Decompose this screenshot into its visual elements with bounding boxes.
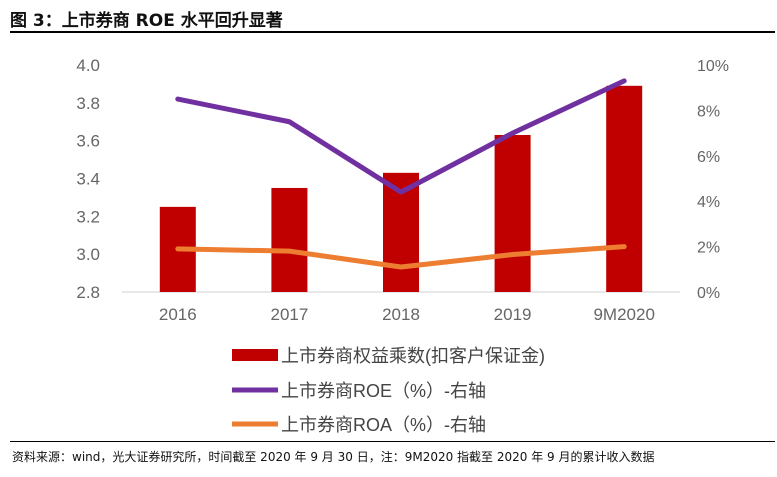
right-tick-label: 2%: [697, 240, 720, 257]
left-tick-label: 3.2: [76, 207, 100, 226]
title-rule: [10, 31, 775, 33]
chart: 2.8 3.0 3.2 3.4 3.6 3.8 4.0 0% 2% 4% 6% 8% 10% 2016 20…: [76, 56, 729, 435]
right-tick-label: 4%: [697, 194, 720, 211]
bar: [271, 187, 308, 292]
category-label: 2016: [159, 305, 197, 324]
legend-swatch-bar: [232, 349, 278, 361]
source-note: 资料来源：wind，光大证券研究所，时间截至 2020 年 9 月 30 日，注…: [12, 450, 655, 464]
bar: [494, 134, 531, 292]
left-tick-label: 3.4: [76, 170, 100, 189]
legend-label: 上市券商ROA（%）-右轴: [281, 415, 486, 435]
left-tick-label: 2.8: [76, 283, 100, 302]
bar: [606, 85, 643, 292]
left-tick-label: 3.0: [76, 245, 100, 264]
legend-label: 上市券商ROE（%）-右轴: [281, 381, 486, 401]
category-label: 2018: [382, 305, 420, 324]
roe-line: [175, 78, 627, 195]
left-tick-label: 3.8: [76, 94, 100, 113]
legend-label: 上市券商权益乘数(扣客户保证金): [281, 346, 545, 366]
source-rule: [10, 441, 775, 442]
figure-title: 图 3：上市券商 ROE 水平回升显著: [10, 11, 283, 31]
left-tick-label: 4.0: [76, 56, 100, 75]
roa-line: [175, 244, 627, 270]
left-tick-label: 3.6: [76, 132, 100, 151]
right-tick-label: 8%: [697, 103, 720, 120]
right-tick-label: 0%: [697, 285, 720, 302]
category-label: 2017: [270, 305, 308, 324]
right-tick-label: 10%: [697, 58, 729, 75]
category-label: 9M2020: [593, 305, 654, 324]
right-tick-label: 6%: [697, 149, 720, 166]
category-label: 2019: [494, 305, 532, 324]
